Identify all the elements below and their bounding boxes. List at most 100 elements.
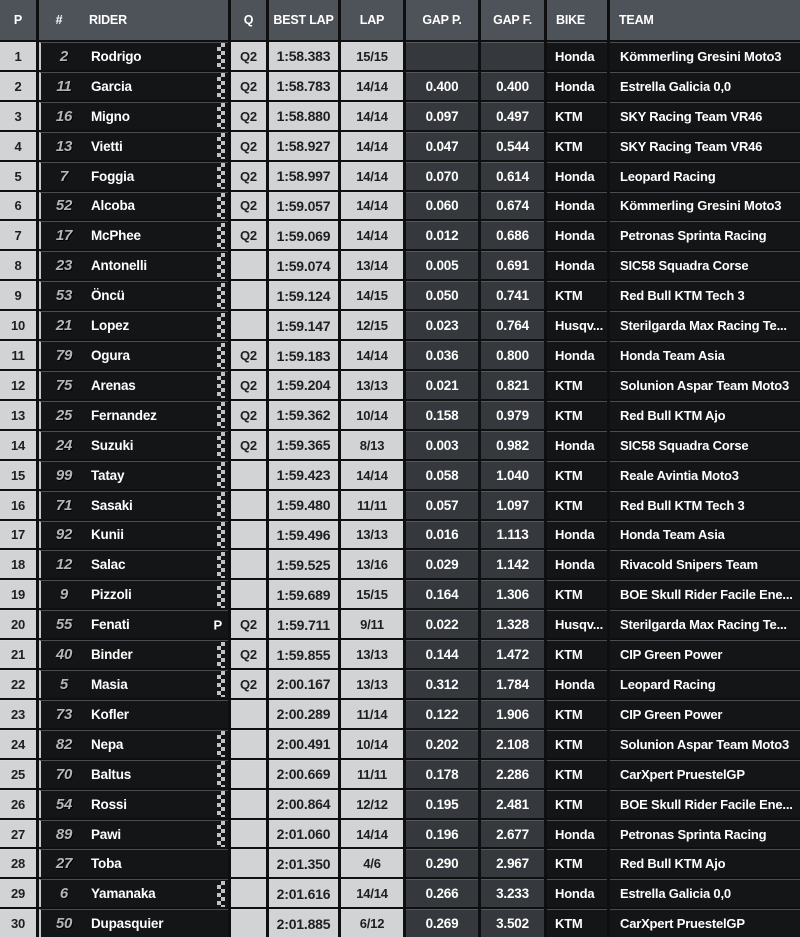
- position-cell: 30: [0, 909, 36, 937]
- team-cell-value: Rivacold Snipers Team: [620, 557, 758, 573]
- rider-name: Ogura: [91, 348, 130, 364]
- bike-cell-value: Husqv...: [555, 617, 604, 633]
- best-lap-cell-value: 1:59.147: [276, 317, 331, 334]
- rider-number: 40: [55, 646, 73, 664]
- gap-first-cell-value: 1.097: [496, 497, 529, 513]
- gap-prev-cell-value: 0.269: [425, 916, 459, 932]
- gap-first-cell-value: 0.674: [496, 198, 529, 214]
- table-row: 30 50 Dupasquier 2:01.885 6/12 0.269 3.502 KTM C…: [0, 909, 800, 937]
- rider-name: Öncü: [91, 288, 125, 304]
- checkered-flag-icon: [217, 342, 225, 369]
- lap-count-cell-value: 13/13: [356, 676, 388, 692]
- rider-name: Baltus: [91, 766, 132, 782]
- rider-cell: 6 Yamanaka: [39, 879, 228, 908]
- rider-number: 53: [55, 287, 73, 305]
- best-lap-cell: 1:59.183: [269, 341, 338, 369]
- rider-number: 9: [59, 586, 69, 604]
- checkered-flag-icon: [217, 671, 225, 698]
- checkered-flag-icon: [217, 432, 225, 459]
- lap-count-cell: 14/14: [341, 131, 403, 160]
- checkered-flag-icon: [217, 731, 225, 758]
- bike-cell: Honda: [547, 430, 607, 459]
- position-cell-value: 17: [10, 527, 26, 543]
- best-lap-cell: 1:58.880: [269, 101, 338, 130]
- gap-first-cell: 1.097: [481, 490, 544, 519]
- bike-cell: KTM: [547, 400, 607, 429]
- rider-name: Arenas: [91, 377, 136, 393]
- table-row: 17 92 Kunii 1:59.496 13/13 0.016 1.113 Honda Hon…: [0, 520, 800, 549]
- bike-cell-value: KTM: [555, 377, 583, 393]
- gap-prev-cell-value: 0.021: [425, 377, 459, 393]
- gap-prev-cell-value: 0.144: [425, 647, 459, 663]
- checkered-flag-icon: [217, 103, 225, 130]
- gap-prev-cell: 0.012: [406, 221, 478, 250]
- lap-count-cell: 8/13: [341, 430, 403, 459]
- position-cell-value: 4: [14, 138, 22, 154]
- bike-cell: Honda: [547, 819, 607, 848]
- gap-first-cell: 3.502: [481, 909, 544, 937]
- gap-prev-cell: 0.003: [406, 430, 478, 459]
- bike-cell: KTM: [547, 490, 607, 519]
- bike-cell-value: Honda: [555, 228, 595, 244]
- bike-cell: Honda: [547, 670, 607, 698]
- q-session-cell-value: Q2: [240, 48, 257, 64]
- team-cell: Honda Team Asia: [610, 520, 800, 549]
- rider-name: Salac: [91, 557, 126, 573]
- column-header-rider-label: RIDER: [89, 13, 127, 27]
- team-cell: SIC58 Squadra Corse: [610, 430, 800, 459]
- q-session-cell: [231, 909, 266, 937]
- lap-count-cell: 13/13: [341, 670, 403, 698]
- rider-number: 50: [55, 915, 73, 933]
- gap-first-cell: 0.764: [481, 311, 544, 340]
- q-session-cell-value: Q2: [240, 377, 257, 393]
- gap-first-cell: 2.481: [481, 789, 544, 818]
- team-cell-value: CIP Green Power: [620, 647, 723, 663]
- rider-name: Toba: [91, 856, 122, 872]
- gap-prev-cell: 0.070: [406, 161, 478, 190]
- rider-name: Rossi: [91, 796, 127, 812]
- q-session-cell: [231, 520, 266, 549]
- rider-number: 99: [55, 466, 73, 484]
- team-cell-value: BOE Skull Rider Facile Ene...: [620, 587, 793, 603]
- gap-first-cell: 0.544: [481, 131, 544, 160]
- q-session-cell: Q2: [231, 341, 266, 369]
- gap-prev-cell: [406, 42, 478, 70]
- rider-number: 70: [55, 765, 73, 783]
- team-cell: SKY Racing Team VR46: [610, 101, 800, 130]
- gap-prev-cell-value: 0.097: [425, 108, 459, 124]
- bike-cell: KTM: [547, 699, 607, 728]
- best-lap-cell-value: 1:59.069: [276, 227, 331, 244]
- gap-prev-cell-value: 0.016: [425, 527, 459, 543]
- rider-number: 13: [55, 137, 73, 155]
- position-cell-value: 5: [14, 168, 22, 184]
- column-header-label: Q: [243, 13, 254, 27]
- best-lap-cell-value: 1:59.423: [276, 467, 331, 484]
- gap-first-cell: 2.286: [481, 759, 544, 788]
- best-lap-cell: 1:59.855: [269, 640, 338, 669]
- rider-number: 89: [55, 825, 73, 843]
- team-cell: Petronas Sprinta Racing: [610, 819, 800, 848]
- lap-count-cell-value: 14/14: [356, 886, 388, 902]
- gap-first-cell-value: 0.691: [496, 258, 529, 274]
- best-lap-cell-value: 2:01.616: [276, 885, 331, 902]
- rider-cell: 82 Nepa: [39, 729, 228, 758]
- best-lap-cell-value: 1:58.880: [276, 108, 331, 125]
- lap-count-cell: 14/14: [341, 161, 403, 190]
- lap-count-cell: 11/11: [341, 759, 403, 788]
- bike-cell-value: KTM: [555, 108, 583, 124]
- gap-first-cell-value: 0.400: [496, 78, 529, 94]
- q-session-cell-value: Q2: [240, 108, 257, 124]
- team-cell-value: CarXpert PruestelGP: [620, 766, 745, 782]
- best-lap-cell: 1:59.074: [269, 251, 338, 280]
- q-session-cell: [231, 849, 266, 878]
- position-cell-value: 20: [10, 617, 26, 633]
- team-cell: Rivacold Snipers Team: [610, 550, 800, 579]
- position-cell: 2: [0, 71, 36, 100]
- table-row: 29 6 Yamanaka 2:01.616 14/14 0.266 3.233 Honda E…: [0, 879, 800, 908]
- bike-cell-value: KTM: [555, 288, 583, 304]
- team-cell: Sterilgarda Max Racing Te...: [610, 311, 800, 340]
- bike-cell-value: Honda: [555, 886, 595, 902]
- lap-count-cell: 15/15: [341, 42, 403, 70]
- gap-first-cell-value: 2.481: [496, 796, 529, 812]
- gap-first-cell-value: 2.286: [496, 766, 529, 782]
